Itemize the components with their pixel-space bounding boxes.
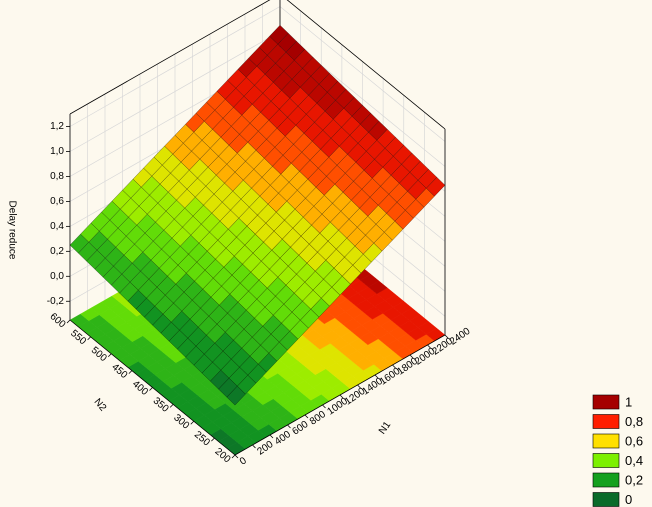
- legend-swatch: [592, 453, 620, 468]
- z-tick-label: 1,0: [50, 146, 64, 157]
- z-axis-title: Delay reduce: [6, 201, 17, 260]
- y-tick: [231, 454, 236, 459]
- x-tick: [392, 364, 396, 369]
- x-tick: [374, 374, 379, 379]
- x-tick: [304, 414, 309, 419]
- x-tick: [252, 444, 256, 449]
- y-tick: [211, 437, 215, 442]
- y-tick: [190, 420, 195, 425]
- z-tick-label: 0,4: [50, 221, 64, 232]
- axis-line: [286, 0, 446, 130]
- y-tick: [169, 404, 174, 408]
- y-tick-label: 600: [48, 311, 68, 330]
- z-tick-label: 0,2: [50, 246, 64, 257]
- x-tick: [357, 384, 361, 389]
- x-tick: [287, 424, 291, 429]
- y-tick: [87, 336, 91, 341]
- z-tick-label: 0,0: [50, 271, 64, 282]
- y-axis-title: N2: [92, 397, 109, 414]
- legend-swatch: [592, 394, 620, 410]
- legend-label: 0,4: [625, 453, 643, 468]
- legend-label: 0,8: [625, 414, 643, 429]
- legend-label: 0,6: [625, 433, 643, 448]
- x-tick: [444, 334, 449, 339]
- legend-swatch: [592, 492, 620, 507]
- x-tick-label: 2400: [448, 326, 473, 348]
- legend-swatch: [592, 414, 620, 429]
- surface-cell: [269, 24, 289, 45]
- z-tick-label: 0,6: [50, 196, 64, 207]
- legend-label: 0,2: [625, 472, 643, 487]
- y-tick: [66, 319, 71, 324]
- x-tick: [234, 454, 239, 459]
- x-tick: [409, 354, 414, 359]
- x-tick: [269, 434, 274, 439]
- legend-label: 0: [625, 492, 632, 507]
- x-tick-label: 0: [238, 455, 249, 467]
- legend-swatch: [592, 433, 620, 449]
- legend-swatch: [592, 472, 620, 488]
- y-tick: [128, 370, 133, 374]
- x-tick: [427, 344, 431, 349]
- z-tick-label: 0,8: [50, 171, 64, 182]
- y-tick: [107, 353, 112, 358]
- x-axis-title: N1: [377, 419, 394, 436]
- x-tick: [322, 404, 326, 409]
- axis-line: [69, 0, 271, 115]
- x-tick: [339, 394, 344, 399]
- y-tick: [149, 387, 153, 391]
- legend-label: 1: [625, 394, 632, 409]
- z-tick-label: -0,2: [47, 296, 65, 307]
- z-tick-label: 1,2: [50, 121, 64, 132]
